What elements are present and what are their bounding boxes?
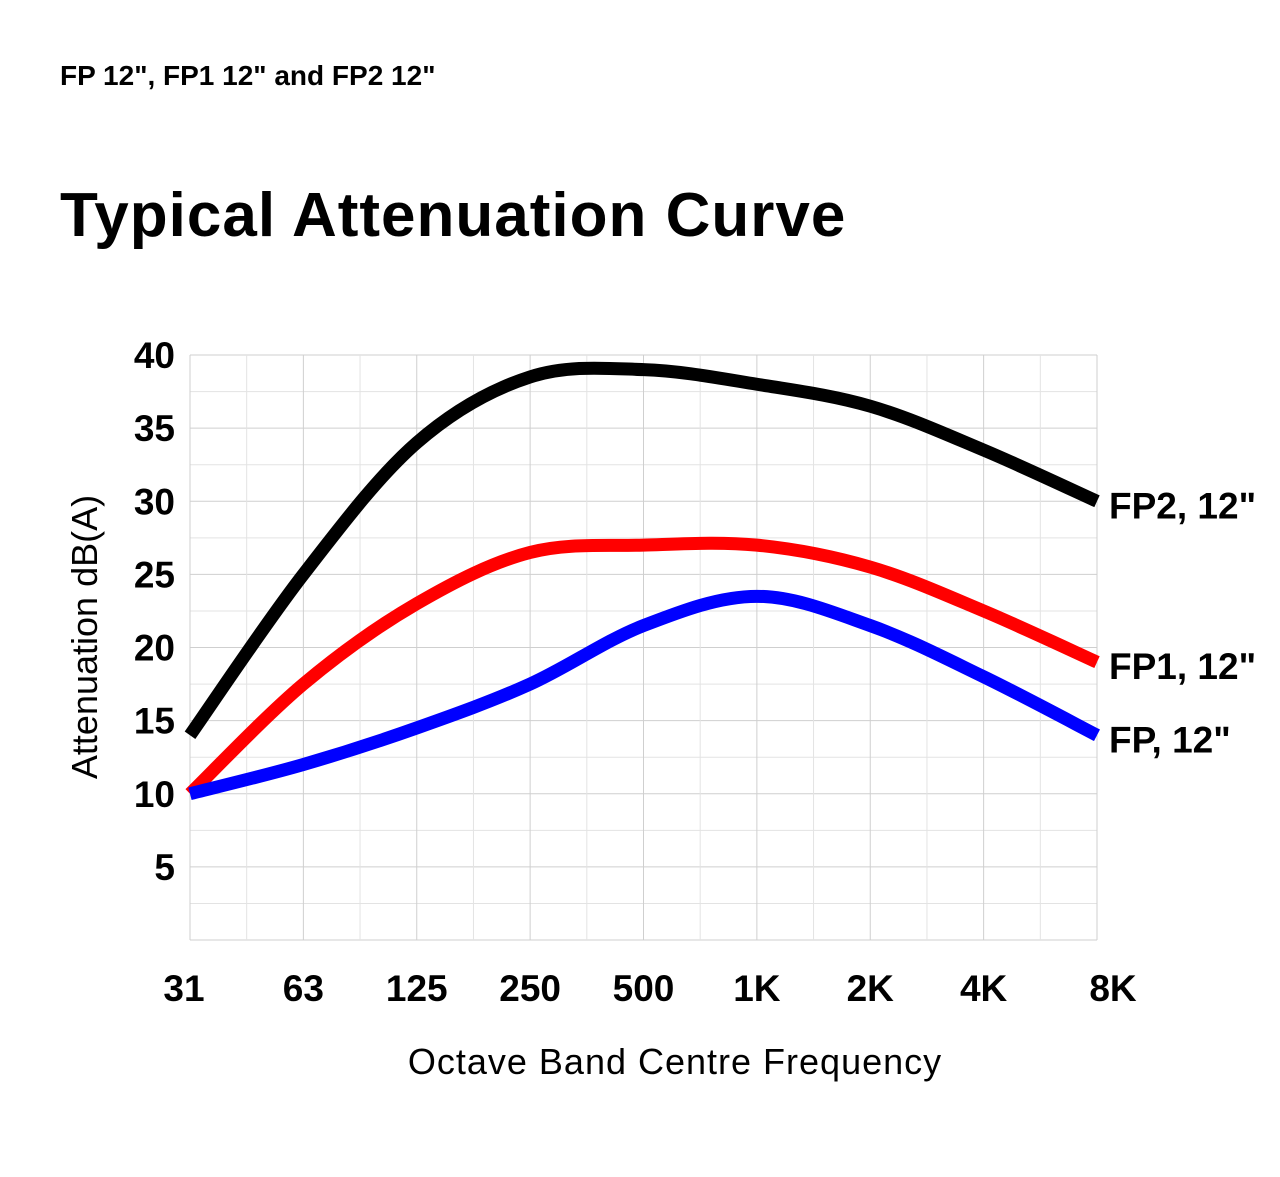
- x-tick-label: 4K: [960, 968, 1008, 1009]
- x-tick-label: 2K: [847, 968, 895, 1009]
- x-axis-title: Octave Band Centre Frequency: [408, 1041, 942, 1082]
- x-tick-label: 63: [283, 968, 324, 1009]
- x-tick-label: 8K: [1089, 968, 1137, 1009]
- series-label-fp-12: FP, 12": [1109, 719, 1231, 760]
- y-tick-label: 35: [134, 408, 175, 449]
- series-labels: FP2, 12" FP1, 12" FP, 12": [1109, 485, 1256, 760]
- y-axis-ticks: 5 10 15 20 25 30 35 40: [134, 335, 175, 888]
- x-tick-label: 1K: [733, 968, 781, 1009]
- series-line-fp2-12: [184, 361, 1100, 739]
- y-tick-label: 10: [134, 774, 175, 815]
- series-label-fp2-12: FP2, 12": [1109, 485, 1256, 526]
- y-tick-label: 20: [134, 628, 175, 669]
- chart-subtitle: FP 12", FP1 12" and FP2 12": [60, 60, 436, 91]
- x-axis-ticks: 31 63 125 250 500 1K 2K 4K 8K: [163, 968, 1136, 1009]
- chart-title: Typical Attenuation Curve: [60, 181, 847, 250]
- series-line-fp1-12: [185, 536, 1100, 799]
- y-tick-label: 5: [154, 847, 175, 888]
- y-tick-label: 15: [134, 701, 175, 742]
- y-axis-title: Attenuation dB(A): [64, 495, 105, 779]
- series-label-fp1-12: FP1, 12": [1109, 646, 1256, 687]
- y-tick-label: 40: [134, 335, 175, 376]
- x-tick-label: 500: [613, 968, 675, 1009]
- y-tick-label: 30: [134, 481, 175, 522]
- x-tick-label: 125: [386, 968, 448, 1009]
- y-tick-label: 25: [134, 554, 175, 595]
- series-line-fp-12: [188, 589, 1100, 801]
- x-tick-label: 31: [163, 968, 204, 1009]
- chart-series: [184, 361, 1100, 801]
- x-tick-label: 250: [499, 968, 561, 1009]
